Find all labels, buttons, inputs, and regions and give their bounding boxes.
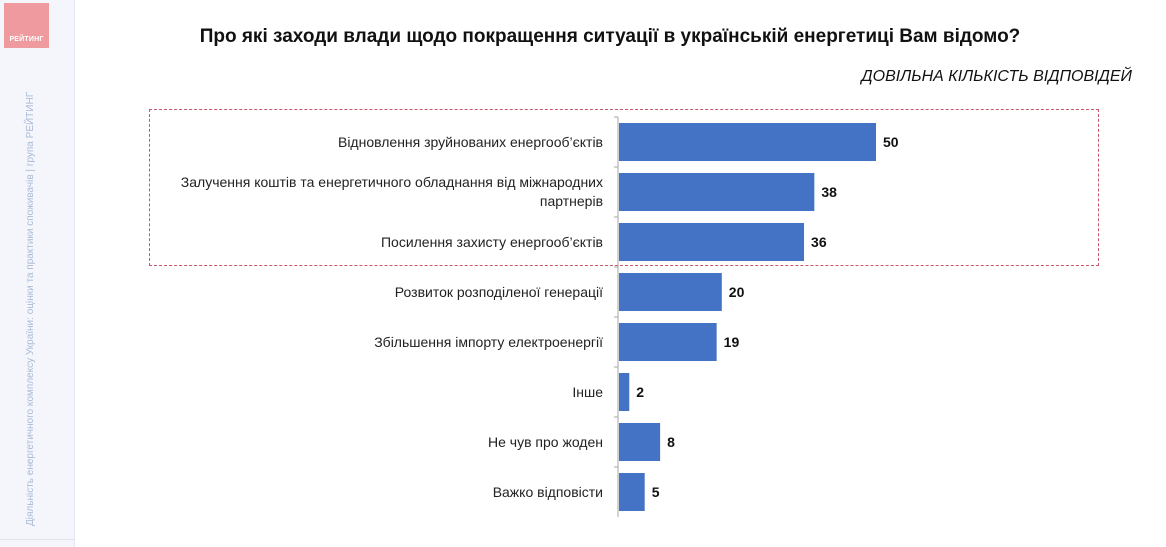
bar xyxy=(619,223,805,261)
sidebar-divider xyxy=(0,539,74,540)
chart-subtitle: ДОВІЛЬНА КІЛЬКІСТЬ ВІДПОВІДЕЙ xyxy=(861,68,1132,85)
bar-value-label: 20 xyxy=(729,284,745,300)
bar-value-label: 5 xyxy=(652,484,660,500)
bar-value-label: 50 xyxy=(883,134,899,150)
bar xyxy=(619,123,876,161)
bar-value-label: 2 xyxy=(636,384,644,400)
category-label: Відновлення зруйнованих енергооб’єктів xyxy=(337,133,603,150)
rating-logo: РЕЙТИНГ xyxy=(4,3,49,48)
highlight-frame xyxy=(149,109,1099,266)
category-label: Інше xyxy=(572,383,603,400)
chart-title: Про які заходи влади щодо покращення сит… xyxy=(199,26,1021,47)
category-label: Збільшення імпорту електроенергії xyxy=(374,333,603,350)
bar-value-label: 19 xyxy=(724,334,740,350)
bar xyxy=(619,423,661,461)
bar-value-label: 38 xyxy=(821,184,837,200)
category-label: Посилення захисту енергооб’єктів xyxy=(380,233,603,250)
category-label: Не чув про жоден xyxy=(488,433,603,450)
bar xyxy=(619,173,815,211)
logo-text: РЕЙТИНГ xyxy=(9,36,44,43)
sidebar: РЕЙТИНГ Діяльність енергетичного комплек… xyxy=(0,0,75,547)
bar xyxy=(619,273,722,311)
bar-value-label: 36 xyxy=(811,234,827,250)
category-label: Залучення коштів та енергетичного обладн… xyxy=(180,174,603,209)
bar xyxy=(619,373,630,411)
bar xyxy=(619,473,645,511)
category-label: Розвиток розподіленої генерації xyxy=(394,283,603,300)
category-label: Важко відповісти xyxy=(492,483,603,500)
bar xyxy=(619,323,717,361)
bar-value-label: 8 xyxy=(667,434,675,450)
